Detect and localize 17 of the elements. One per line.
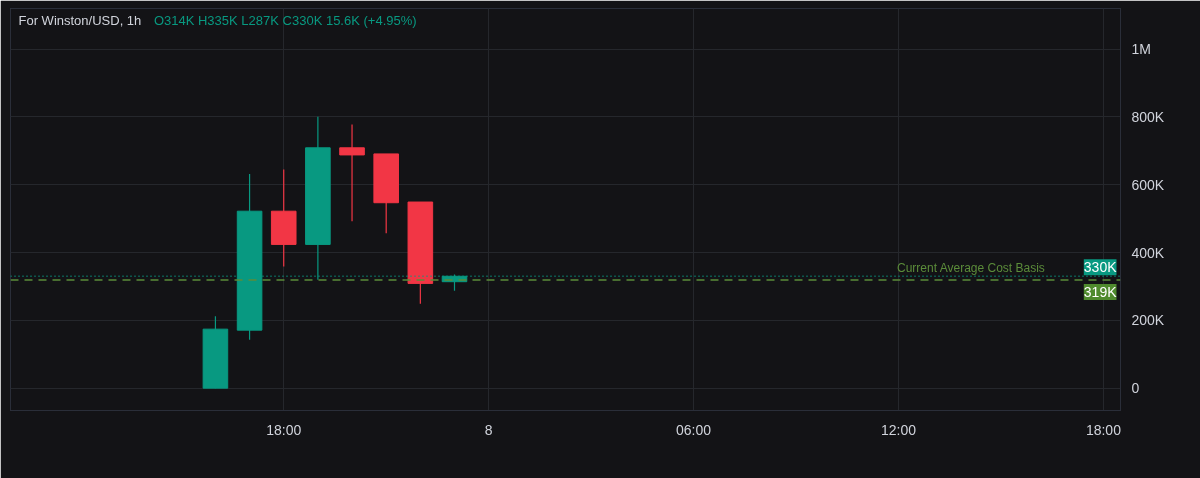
x-tick-label: 12:00 xyxy=(880,421,917,438)
y-tick-label: 200K xyxy=(1131,312,1165,329)
x-tick-label: 8 xyxy=(484,421,493,438)
annotation: 319K xyxy=(1083,284,1118,300)
chart-title: For Winston/USD, 1h xyxy=(18,12,142,28)
y-tick-label: 400K xyxy=(1131,244,1165,261)
x-tick-label: 18:00 xyxy=(1085,421,1122,438)
candlestick xyxy=(339,123,365,222)
y-tick-label: 600K xyxy=(1131,176,1165,193)
x-tick-label: 18:00 xyxy=(266,421,302,438)
y-tick-label: 1M xyxy=(1131,41,1151,58)
ref-line-label: 330K xyxy=(1083,259,1118,276)
y-tick-label: 0 xyxy=(1131,380,1140,397)
y-tick-label: 800K xyxy=(1131,108,1165,125)
x-tick-label: 06:00 xyxy=(676,421,712,438)
ref-line-label: Current Average Cost Basis xyxy=(896,261,1045,275)
chart-subtitle: O314K H335K L287K C330K 15.6K (+4.95%) xyxy=(153,12,417,28)
